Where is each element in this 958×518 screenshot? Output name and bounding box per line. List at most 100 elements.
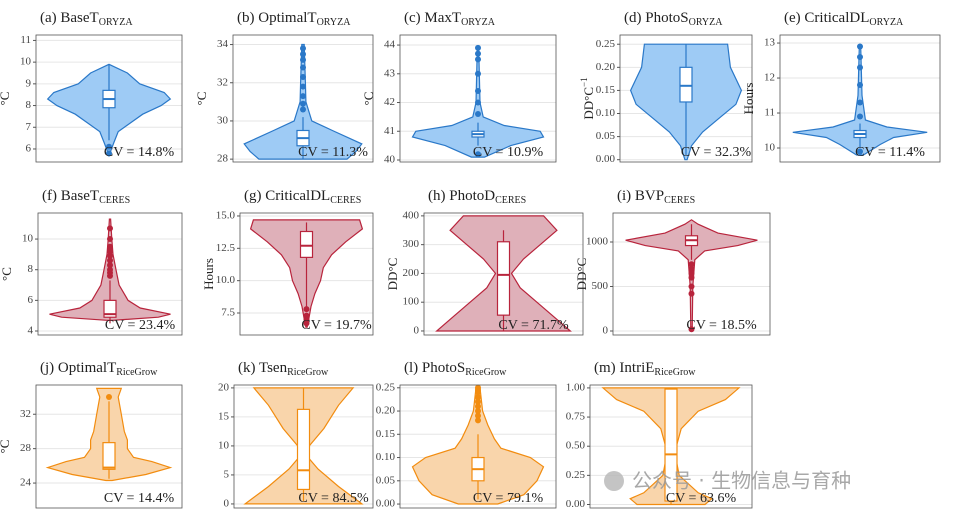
panel: 24 28 32 (j) OptimalTRiceGrow °C CV = 14.4% xyxy=(0,360,183,509)
panel-border xyxy=(399,34,557,163)
outlier xyxy=(475,398,481,405)
y-tick-label: 10 xyxy=(20,56,32,68)
cv-annotation: CV = 19.7% xyxy=(301,318,372,333)
box xyxy=(103,299,117,318)
y-tick-label: 32 xyxy=(20,408,31,420)
y-tick-label: 28 xyxy=(217,153,229,165)
cv-annotation: CV = 11.3% xyxy=(298,145,368,160)
title-main: (m) IntriE xyxy=(594,360,654,376)
title-main: (j) OptimalT xyxy=(40,360,116,376)
y-tick-label: 0.10 xyxy=(376,451,396,463)
panel-title: (a) BaseTORYZA xyxy=(40,10,133,28)
title-main: (k) Tsen xyxy=(238,360,288,376)
panel-title: (m) IntriERiceGrow xyxy=(594,360,696,378)
panel: 7.5 10.0 12.5 15.0 (g) CriticalDLCERES Hours C… xyxy=(201,188,374,336)
panel-title: (f) BaseTCERES xyxy=(42,188,130,206)
cv-annotation: CV = 18.5% xyxy=(686,318,757,333)
outlier xyxy=(475,56,481,63)
y-label-main: Hours xyxy=(201,258,216,290)
title-main: (l) PhotoS xyxy=(404,360,465,376)
outlier xyxy=(475,70,481,77)
panel-title: (h) PhotoDCERES xyxy=(428,188,526,206)
title-main: (d) PhotoS xyxy=(624,10,689,26)
box xyxy=(102,442,116,470)
y-tick-label: 42 xyxy=(384,96,395,108)
panel-title: (l) PhotoSRiceGrow xyxy=(404,360,507,378)
panel-title: (j) OptimalTRiceGrow xyxy=(40,360,158,378)
outlier xyxy=(475,151,481,158)
y-tick-label: 32 xyxy=(217,76,228,88)
title-sub: ORYZA xyxy=(317,17,352,28)
panel-title: (e) CriticalDLORYZA xyxy=(784,10,904,28)
panel: 10 11 12 13 (e) CriticalDLORYZA Hours CV = 11.… xyxy=(741,10,941,163)
outlier xyxy=(300,100,306,107)
outlier xyxy=(300,83,306,90)
outlier xyxy=(475,417,481,424)
y-label-main: DD°C xyxy=(581,87,596,120)
panel: 0.00 0.05 0.10 0.15 0.20 0.25 (d) PhotoSORYZA D… xyxy=(579,10,753,165)
y-tick-label: 8 xyxy=(28,263,34,275)
outlier xyxy=(107,225,113,232)
y-tick-label: 8 xyxy=(26,99,32,111)
y-axis-label: °C xyxy=(194,92,209,106)
y-tick-label: 0.20 xyxy=(596,61,616,73)
y-tick-label: 40 xyxy=(384,154,396,166)
panel-border xyxy=(232,34,374,163)
y-axis-label: Hours xyxy=(741,83,756,115)
panel-border xyxy=(589,384,753,509)
title-sub: RiceGrow xyxy=(654,367,696,378)
title-sub: RiceGrow xyxy=(116,367,158,378)
y-tick-label: 43 xyxy=(384,67,396,79)
outlier xyxy=(106,143,112,150)
title-sub: CERES xyxy=(99,195,130,206)
outlier xyxy=(300,51,306,58)
outlier xyxy=(106,150,112,157)
cv-annotation: CV = 14.8% xyxy=(104,145,175,160)
y-label-sup: −1 xyxy=(579,77,589,87)
outlier xyxy=(688,270,695,277)
y-tick-label: 0.00 xyxy=(566,498,586,510)
panel: 40 41 42 43 44 (c) MaxTORYZA °C CV = 10.9% xyxy=(361,10,557,166)
outlier xyxy=(475,412,481,419)
y-tick-label: 0.75 xyxy=(566,411,586,423)
outlier xyxy=(107,243,113,250)
outlier xyxy=(475,408,481,415)
y-label-main: °C xyxy=(194,92,209,106)
title-sub: ORYZA xyxy=(689,17,724,28)
panel: 0 5 10 15 20 (k) TsenRiceGrow CV = 84.5% xyxy=(218,360,374,509)
title-sub: ORYZA xyxy=(99,17,134,28)
panel-border xyxy=(233,384,374,509)
outlier xyxy=(106,394,112,401)
outlier xyxy=(303,306,310,313)
y-tick-label: 500 xyxy=(592,280,609,292)
y-tick-label: 0.00 xyxy=(376,498,396,510)
y-tick-label: 6 xyxy=(28,294,34,306)
outlier xyxy=(688,326,695,333)
outlier xyxy=(475,99,481,106)
panel: 0 100 200 300 400 (h) PhotoDCERES DD°C CV = 71.… xyxy=(385,188,584,337)
y-axis-label: Hours xyxy=(201,258,216,290)
panel-border xyxy=(612,212,771,336)
y-tick-label: 1.00 xyxy=(566,381,586,393)
y-tick-label: 7.5 xyxy=(221,307,235,319)
outlier xyxy=(107,252,113,259)
title-sub: RiceGrow xyxy=(465,367,507,378)
title-main: (i) BVP xyxy=(617,188,664,204)
outlier xyxy=(475,44,481,51)
box xyxy=(496,241,511,316)
y-label-main: DD°C xyxy=(385,258,400,291)
y-tick-label: 10 xyxy=(218,439,230,451)
y-label-main: Hours xyxy=(741,83,756,115)
title-main: (g) CriticalDL xyxy=(244,188,330,204)
y-tick-label: 41 xyxy=(384,125,395,137)
y-tick-label: 0 xyxy=(414,325,420,337)
outlier xyxy=(475,88,481,95)
box xyxy=(679,66,693,103)
outlier xyxy=(857,82,863,89)
panel-border xyxy=(37,212,183,336)
title-sub: ORYZA xyxy=(461,17,496,28)
cv-annotation: CV = 79.1% xyxy=(473,491,544,506)
box xyxy=(664,388,678,502)
panel-title: (c) MaxTORYZA xyxy=(404,10,496,28)
